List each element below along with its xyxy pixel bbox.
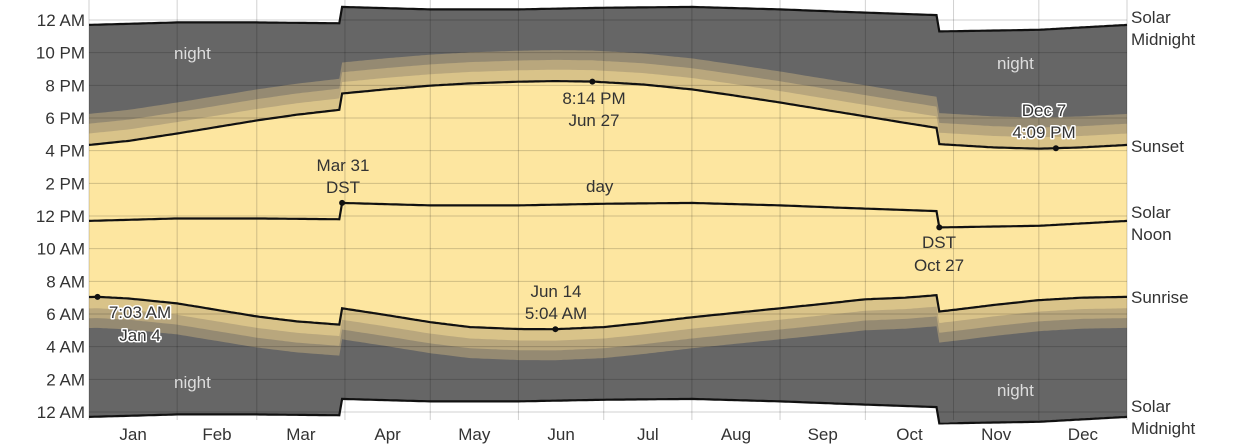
label-solar-midnight-bottom: Solar Midnight bbox=[1131, 397, 1196, 438]
y-tick-label: 4 PM bbox=[45, 142, 85, 161]
series-line-solar-midnight bbox=[88, 397, 1128, 425]
y-tick-label: 12 AM bbox=[37, 11, 85, 30]
above-midnight-mask bbox=[89, 0, 1127, 32]
label-solar-midnight-top-1: Solar bbox=[1131, 8, 1171, 27]
earliest-sunset-point bbox=[1052, 145, 1059, 152]
latest-sunrise-time: 7:03 AM bbox=[109, 303, 171, 322]
label-sunset: Sunset bbox=[1131, 137, 1184, 156]
y-tick-label: 2 PM bbox=[45, 174, 85, 193]
x-tick-label: Jan bbox=[119, 425, 146, 444]
x-tick-label: Aug bbox=[721, 425, 751, 444]
x-tick-label: Feb bbox=[202, 425, 231, 444]
x-tick-label: Jul bbox=[637, 425, 659, 444]
dst-start-date: Mar 31 bbox=[317, 156, 370, 175]
y-tick-label: 2 AM bbox=[46, 370, 85, 389]
label-solar-midnight-bottom-2: Midnight bbox=[1131, 419, 1196, 438]
y-tick-label: 12 AM bbox=[37, 403, 85, 422]
dst-end-label: DST bbox=[922, 233, 956, 252]
y-tick-label: 4 AM bbox=[46, 338, 85, 357]
series-line-solar-midnight bbox=[88, 5, 1128, 33]
dst-end-point bbox=[936, 224, 943, 231]
y-tick-label: 10 PM bbox=[36, 44, 85, 63]
latest-sunset-date: Jun 27 bbox=[568, 111, 619, 130]
series-lines bbox=[88, 5, 1128, 425]
earliest-sunrise-time: 5:04 AM bbox=[525, 304, 587, 323]
label-solar-midnight-bottom-1: Solar bbox=[1131, 397, 1171, 416]
label-solar-noon-1: Solar bbox=[1131, 203, 1171, 222]
earliest-sunset-date: Dec 7 bbox=[1022, 101, 1066, 120]
night-label-top-right: night bbox=[997, 54, 1034, 73]
x-tick-label: Apr bbox=[374, 425, 401, 444]
label-solar-midnight-top-2: Midnight bbox=[1131, 30, 1196, 49]
latest-sunset-point bbox=[589, 78, 596, 85]
y-tick-label: 6 PM bbox=[45, 109, 85, 128]
label-solar-midnight-top: Solar Midnight bbox=[1131, 8, 1196, 49]
latest-sunrise-date: Jan 4 bbox=[119, 326, 161, 345]
plot-area bbox=[89, 0, 1127, 422]
y-axis: 12 AM 2 AM 4 AM 6 AM 8 AM 10 AM 12 PM 2 PM 4 PM 6… bbox=[36, 11, 85, 422]
y-tick-label: 8 PM bbox=[45, 76, 85, 95]
series-line-sunset bbox=[88, 79, 1128, 150]
label-solar-noon-2: Noon bbox=[1131, 225, 1172, 244]
label-sunrise: Sunrise bbox=[1131, 288, 1189, 307]
x-tick-label: Mar bbox=[286, 425, 316, 444]
y-tick-label: 10 AM bbox=[37, 240, 85, 259]
earliest-sunrise-point bbox=[552, 326, 559, 333]
dst-start-label: DST bbox=[326, 178, 360, 197]
y-tick-label: 8 AM bbox=[46, 272, 85, 291]
night-label-top-left: night bbox=[174, 44, 211, 63]
y-tick-label: 6 AM bbox=[46, 305, 85, 324]
dst-end-date: Oct 27 bbox=[914, 256, 964, 275]
below-midnight-mask bbox=[89, 398, 1127, 422]
earliest-sunset-time: 4:09 PM bbox=[1012, 123, 1075, 142]
annotation-points bbox=[94, 78, 1059, 333]
x-tick-label: Sep bbox=[808, 425, 838, 444]
x-tick-label: Oct bbox=[896, 425, 923, 444]
gridlines bbox=[88, 0, 1128, 420]
earliest-sunrise-date: Jun 14 bbox=[530, 282, 581, 301]
x-tick-label: Dec bbox=[1068, 425, 1099, 444]
night-label-bottom-right: night bbox=[997, 381, 1034, 400]
series-line-sunrise bbox=[89, 294, 1127, 331]
dst-start-point bbox=[339, 199, 346, 206]
x-tick-label: Jun bbox=[547, 425, 574, 444]
day-label: day bbox=[586, 177, 614, 196]
x-axis: Jan Feb Mar Apr May Jun Jul Aug Sep Oct Nov Dec bbox=[119, 425, 1098, 444]
x-tick-label: May bbox=[458, 425, 491, 444]
y-tick-label: 12 PM bbox=[36, 207, 85, 226]
label-solar-noon: Solar Noon bbox=[1131, 203, 1175, 244]
daylight-band bbox=[89, 81, 1127, 330]
latest-sunset-time: 8:14 PM bbox=[562, 89, 625, 108]
latest-sunrise-point bbox=[94, 293, 101, 300]
night-label-bottom-left: night bbox=[174, 373, 211, 392]
series-line-solar-noon bbox=[88, 201, 1128, 229]
x-tick-label: Nov bbox=[981, 425, 1012, 444]
